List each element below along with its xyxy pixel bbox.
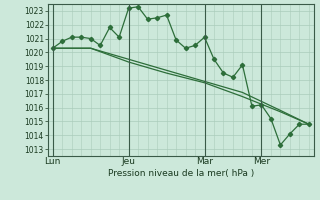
X-axis label: Pression niveau de la mer( hPa ): Pression niveau de la mer( hPa )	[108, 169, 254, 178]
